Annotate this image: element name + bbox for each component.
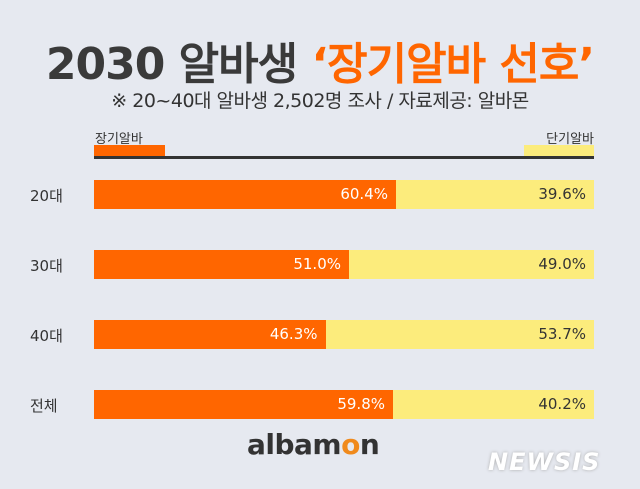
albamon-logo: albamon <box>247 428 380 461</box>
title-main: 2030 알바생 <box>45 39 312 90</box>
value-label-long-term: 46.3% <box>269 325 318 343</box>
bar-long-term <box>94 250 349 279</box>
category-label: 20대 <box>30 187 63 205</box>
bar-long-term <box>94 320 326 349</box>
value-label-long-term: 60.4% <box>340 185 388 203</box>
newsis-watermark: NEWSIS <box>488 448 601 476</box>
legend-label-short-term: 단기알바 <box>546 132 594 147</box>
category-label: 전체 <box>30 397 58 415</box>
value-label-short-term: 49.0% <box>538 255 586 273</box>
bar-long-term <box>94 180 396 209</box>
legend-label-long-term: 장기알바 <box>95 132 143 147</box>
bar-short-term <box>325 320 594 349</box>
value-label-short-term: 53.7% <box>538 325 586 343</box>
value-label-long-term: 59.8% <box>337 395 385 413</box>
title-highlight: ‘장기알바 선호’ <box>311 39 595 90</box>
bar-row: 30대 51.0% 49.0% <box>0 250 640 279</box>
bar-short-term <box>396 180 594 209</box>
bar-short-term <box>349 250 594 279</box>
bar-row: 40대 46.3% 53.7% <box>0 320 640 349</box>
legend-axis-line <box>94 156 594 159</box>
bar-row: 20대 60.4% 39.6% <box>0 180 640 209</box>
legend-swatch-long-term <box>94 145 165 156</box>
bar-row: 전체 59.8% 40.2% <box>0 390 640 419</box>
legend-swatch-short-term <box>524 145 594 156</box>
category-label: 40대 <box>30 327 63 345</box>
bar-long-term <box>94 390 393 419</box>
chart-subtitle: ※ 20~40대 알바생 2,502명 조사 / 자료제공: 알바몬 <box>111 90 529 112</box>
bar-short-term <box>393 390 594 419</box>
value-label-short-term: 40.2% <box>538 395 586 413</box>
value-label-long-term: 51.0% <box>293 255 341 273</box>
category-label: 30대 <box>30 257 63 275</box>
value-label-short-term: 39.6% <box>538 185 586 203</box>
chart-title: 2030 알바생 ‘장기알바 선호’ <box>0 28 640 92</box>
